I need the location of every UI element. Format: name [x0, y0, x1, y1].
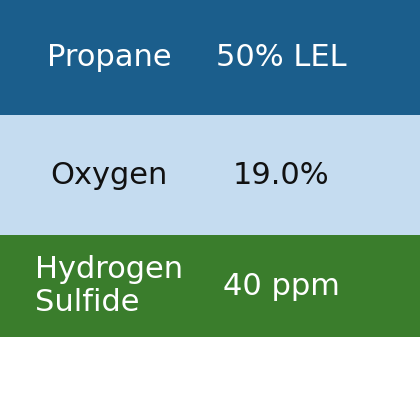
- Text: 40 ppm: 40 ppm: [223, 271, 340, 301]
- Bar: [0, 0, 420, 115]
- Text: Oxygen: Oxygen: [50, 160, 168, 190]
- Bar: [0, 235, 420, 337]
- Text: Propane: Propane: [47, 43, 171, 72]
- Bar: [0, 115, 420, 235]
- Text: Hydrogen
Sulfide: Hydrogen Sulfide: [35, 255, 183, 317]
- Text: 50% LEL: 50% LEL: [216, 43, 347, 72]
- Text: 19.0%: 19.0%: [233, 160, 330, 190]
